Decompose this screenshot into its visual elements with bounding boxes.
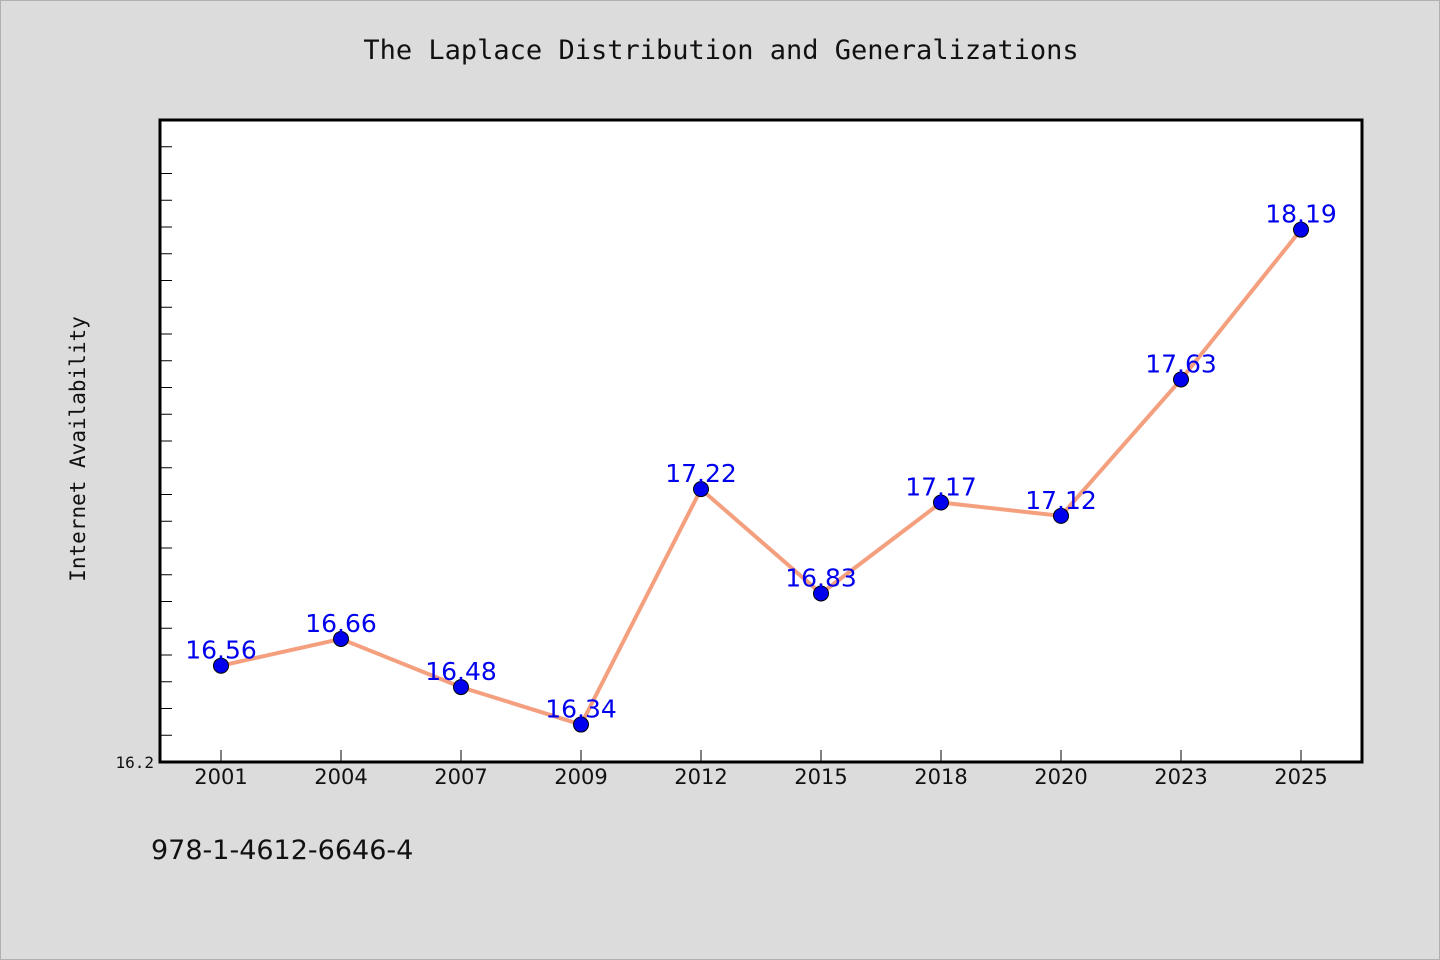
data-label: 16.83	[785, 563, 857, 592]
x-tick-label: 2025	[1274, 765, 1327, 789]
data-point	[333, 630, 349, 647]
plot-area	[158, 118, 1364, 764]
data-point	[1173, 371, 1189, 388]
data-label: 16.66	[305, 609, 377, 638]
data-label: 17.17	[905, 473, 977, 502]
x-tick-label: 2015	[794, 765, 847, 789]
data-point	[693, 481, 709, 498]
data-label: 17.22	[665, 459, 737, 488]
data-point	[813, 585, 829, 602]
x-tick-label: 2007	[434, 765, 487, 789]
x-tick-label: 2009	[554, 765, 607, 789]
chart-title: The Laplace Distribution and Generalizat…	[363, 35, 1079, 66]
data-label: 17.12	[1025, 486, 1097, 515]
data-point	[1293, 221, 1309, 238]
y-axis-ticks: 16.2	[115, 146, 172, 772]
data-label: 16.56	[185, 636, 257, 665]
x-tick-label: 2020	[1034, 765, 1087, 789]
data-point	[573, 716, 589, 733]
data-label-group: 16.56 16.66 16.48 16.34 17.22 16.83 17.17 17.12…	[185, 200, 1337, 724]
x-axis-ticks: 2001 2004 2007 2009 2012 2015 2018 2020 2023 2025	[194, 750, 1328, 789]
data-point	[453, 679, 469, 696]
data-label: 17.63	[1145, 349, 1217, 378]
x-tick-label: 2023	[1154, 765, 1207, 789]
data-label: 16.48	[425, 657, 497, 686]
y-tick-label: 16.2	[115, 753, 154, 772]
data-label: 16.34	[545, 695, 617, 724]
series-line-group	[220, 228, 1303, 727]
data-label: 18.19	[1265, 200, 1337, 229]
x-tick-label: 2001	[194, 765, 247, 789]
x-tick-label: 2018	[914, 765, 967, 789]
series-marker-group	[213, 221, 1309, 733]
data-point	[933, 494, 949, 511]
x-tick-label: 2004	[314, 765, 367, 789]
data-point	[1053, 507, 1069, 524]
isbn-code: 978-1-4612-6646-4	[151, 835, 414, 866]
data-point	[213, 657, 229, 674]
x-tick-label: 2012	[674, 765, 727, 789]
series-line	[220, 228, 1303, 727]
